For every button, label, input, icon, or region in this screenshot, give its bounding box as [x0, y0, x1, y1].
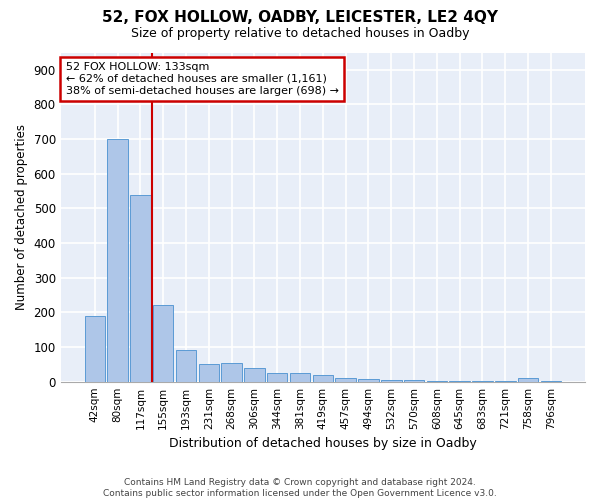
- Text: 52, FOX HOLLOW, OADBY, LEICESTER, LE2 4QY: 52, FOX HOLLOW, OADBY, LEICESTER, LE2 4Q…: [102, 10, 498, 25]
- Bar: [404, 380, 424, 382]
- Bar: [381, 380, 401, 382]
- Bar: [495, 381, 515, 382]
- Bar: [267, 373, 287, 382]
- Bar: [221, 362, 242, 382]
- Bar: [358, 379, 379, 382]
- Text: 52 FOX HOLLOW: 133sqm
← 62% of detached houses are smaller (1,161)
38% of semi-d: 52 FOX HOLLOW: 133sqm ← 62% of detached …: [66, 62, 339, 96]
- Text: Contains HM Land Registry data © Crown copyright and database right 2024.
Contai: Contains HM Land Registry data © Crown c…: [103, 478, 497, 498]
- Bar: [541, 381, 561, 382]
- Bar: [518, 378, 538, 382]
- Bar: [427, 381, 447, 382]
- X-axis label: Distribution of detached houses by size in Oadby: Distribution of detached houses by size …: [169, 437, 477, 450]
- Bar: [313, 375, 333, 382]
- Bar: [176, 350, 196, 382]
- Bar: [199, 364, 219, 382]
- Bar: [290, 373, 310, 382]
- Bar: [130, 194, 151, 382]
- Bar: [335, 378, 356, 382]
- Bar: [244, 368, 265, 382]
- Bar: [472, 381, 493, 382]
- Bar: [449, 381, 470, 382]
- Bar: [153, 306, 173, 382]
- Text: Size of property relative to detached houses in Oadby: Size of property relative to detached ho…: [131, 28, 469, 40]
- Y-axis label: Number of detached properties: Number of detached properties: [15, 124, 28, 310]
- Bar: [85, 316, 105, 382]
- Bar: [107, 139, 128, 382]
